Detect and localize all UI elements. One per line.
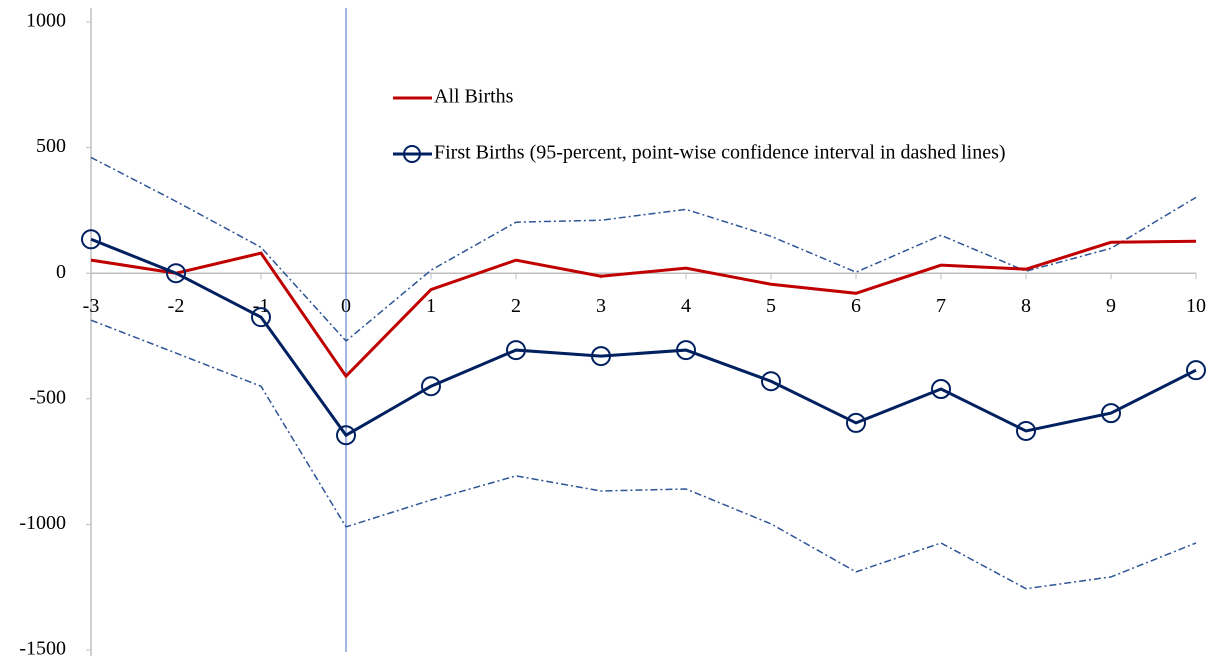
y-tick-label: -1500 [19,638,66,660]
legend-marker [403,145,421,163]
x-tick-label: 8 [1021,295,1031,317]
y-tick-label: 0 [56,261,66,283]
confidence-line [90,156,1197,343]
marker [251,307,271,328]
marker [591,346,611,367]
marker [166,263,186,284]
y-tick-label: 1000 [26,10,66,32]
x-tick-label: 5 [766,295,776,317]
x-tick-label: 7 [936,295,946,317]
marker [676,340,696,361]
x-tick-label: 6 [851,295,861,317]
y-tick-label: -500 [29,386,66,408]
y-tick-label: -1000 [19,512,66,534]
marker [336,425,356,446]
marker [421,376,441,397]
x-tick-label: -1 [253,295,270,317]
marker [846,412,866,433]
series-line [90,237,1197,438]
x-tick-label: -2 [168,295,185,317]
confidence-line [90,319,1197,590]
marker [81,229,101,250]
x-tick-label: 10 [1186,295,1206,317]
series-line [90,239,1197,379]
y-tick-label: 500 [36,135,66,157]
marker [931,379,951,400]
legend-label: First Births (95-percent, point-wise con… [434,142,1006,164]
marker [1186,360,1206,381]
legend-label: All Births [434,86,514,108]
x-tick-label: 2 [511,295,521,317]
marker [506,340,526,361]
marker [1101,403,1121,424]
marker [761,371,781,392]
x-tick-label: 9 [1106,295,1116,317]
x-tick-label: -3 [83,295,100,317]
x-tick-label: 4 [681,295,691,317]
x-tick-label: 1 [426,295,436,317]
x-tick-label: 3 [596,295,606,317]
marker [1016,420,1036,441]
